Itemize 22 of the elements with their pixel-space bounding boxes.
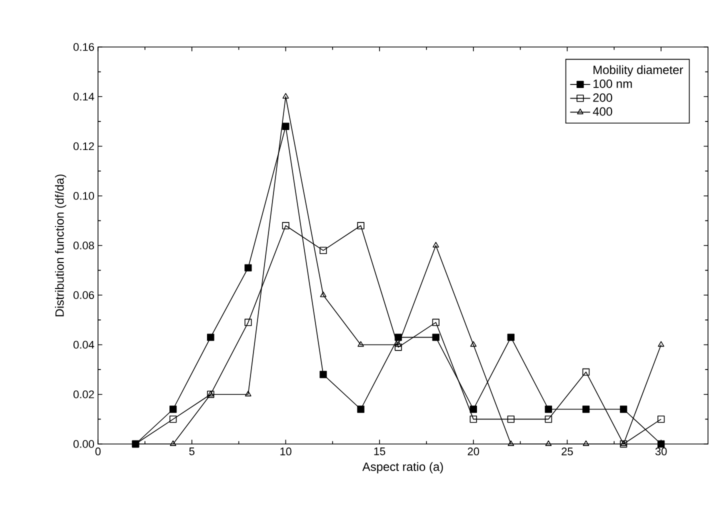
legend-label: 100 nm	[594, 80, 632, 88]
y-tick-label: 0.04	[73, 340, 94, 349]
y-tick-label: 0.14	[73, 92, 94, 101]
x-tick-label: 20	[468, 448, 480, 456]
x-axis-title: Aspect ratio (a)	[362, 462, 443, 474]
x-tick-label: 0	[95, 448, 101, 456]
y-tick-label: 0.10	[73, 192, 94, 200]
y-tick-label: 0.06	[73, 291, 94, 300]
y-axis-title: Distribution function (df/da)	[55, 174, 66, 316]
legend-title: Mobility diameter	[594, 65, 684, 76]
x-tick-label: 25	[562, 448, 573, 456]
x-tick-label: 30	[655, 448, 667, 456]
y-tick-label: 0.12	[73, 142, 94, 150]
y-tick-label: 0.16	[73, 43, 94, 51]
x-tick-label: 10	[280, 448, 292, 456]
y-tick-label: 0.02	[73, 390, 94, 398]
legend-label: 400	[592, 107, 612, 116]
y-tick-label: 0.00	[73, 440, 94, 448]
x-tick-label: 5	[189, 448, 194, 456]
x-tick-label: 15	[374, 448, 386, 456]
legend-label: 200	[593, 93, 612, 102]
y-tick-label: 0.08	[73, 242, 94, 250]
